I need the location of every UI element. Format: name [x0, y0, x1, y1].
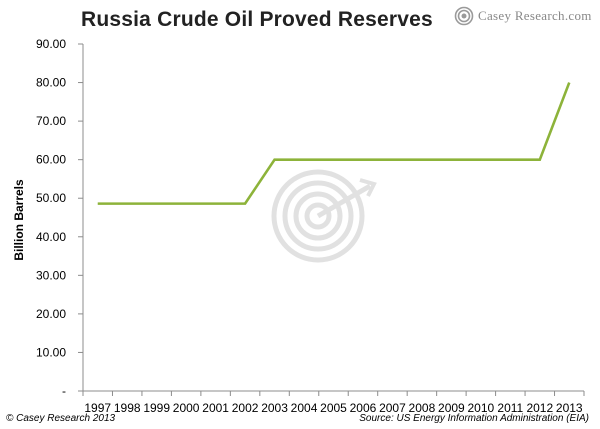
x-tick-label: 1997	[84, 401, 111, 415]
x-tick-label: 2012	[526, 401, 553, 415]
y-tick-label: 10.00	[36, 345, 66, 359]
y-tick-label: 40.00	[36, 230, 66, 244]
x-tick-label: 2002	[232, 401, 259, 415]
x-tick-label: 2011	[497, 401, 523, 415]
watermark-spiral-icon	[271, 169, 377, 263]
x-tick-label: 2004	[291, 401, 318, 415]
x-tick-label: 1998	[114, 401, 141, 415]
source-text: Source: US Energy Information Administra…	[359, 413, 589, 424]
x-tick-label: 2010	[468, 401, 495, 415]
x-tick-label: 2005	[320, 401, 347, 415]
y-tick-label: 50.00	[36, 191, 66, 205]
y-tick-label: 60.00	[36, 153, 66, 167]
chart-ticks: - 10.00 20.00 30.00 40.00 50.00 60.00 70.00 80.0…	[36, 37, 585, 415]
x-tick-label: 2003	[261, 401, 288, 415]
x-tick-label: 2007	[379, 401, 406, 415]
casey-research-logo: Casey Research.com	[454, 6, 592, 26]
x-tick-label: 2009	[438, 401, 465, 415]
y-tick-label: 20.00	[36, 307, 66, 321]
x-tick-label: 2013	[556, 401, 583, 415]
x-tick-label: 2000	[173, 401, 200, 415]
copyright-text: © Casey Research 2013	[6, 413, 116, 424]
x-tick-label: 1999	[143, 401, 170, 415]
y-tick-label: 30.00	[36, 268, 66, 282]
x-tick-label: 2006	[350, 401, 377, 415]
logo-spiral-icon	[454, 6, 474, 26]
y-tick-label: 70.00	[36, 114, 66, 128]
y-tick-label: 90.00	[36, 37, 66, 51]
x-tick-label: 2001	[202, 401, 229, 415]
x-tick-label: 2008	[409, 401, 436, 415]
y-tick-label: 80.00	[36, 76, 66, 90]
chart-title: Russia Crude Oil Proved Reserves	[81, 8, 433, 31]
logo-text: Casey Research.com	[478, 8, 592, 23]
chart-series	[97, 82, 571, 205]
y-tick-label: -	[62, 384, 66, 398]
y-axis-label: Billion Barrels	[12, 179, 26, 261]
chart-axes	[82, 44, 584, 392]
